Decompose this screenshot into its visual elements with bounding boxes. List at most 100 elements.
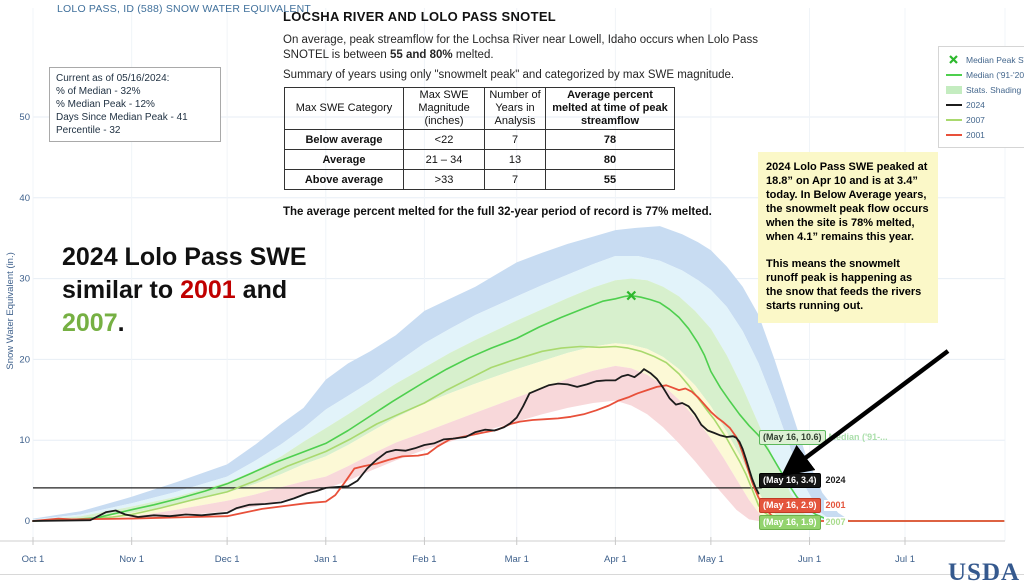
big-callout-year-2007: 2007 — [62, 309, 118, 337]
table-column-header: Number of Years in Analysis — [484, 87, 546, 130]
x-axis-tick-label: Jul 1 — [895, 554, 915, 565]
big-callout-line2-post: and — [235, 276, 288, 304]
page-title: LOLO PASS, ID (588) SNOW WATER EQUIVALEN… — [57, 3, 312, 15]
max-swe-summary-table: Max SWE Category Max SWE Magnitude (inche… — [284, 87, 675, 190]
legend-item-2001[interactable]: 2001 — [945, 127, 1024, 142]
stats-band-p90-to-p70 — [33, 256, 1004, 521]
legend-item-2024[interactable]: 2024 — [945, 97, 1024, 112]
yellow-note-paragraph-2: This means the snowmelt runoff peak is h… — [766, 258, 922, 312]
series-line-2024 — [32, 368, 760, 522]
big-callout-line3: 2007. — [62, 307, 362, 340]
table-column-header: Max SWE Magnitude (inches) — [403, 87, 485, 130]
yellow-annotation-note: 2024 Lolo Pass SWE peaked at 18.8” on Ap… — [758, 152, 938, 323]
report-heading: LOCSHA RIVER AND LOLO PASS SNOTEL — [283, 9, 557, 24]
table-cell: 80 — [545, 149, 675, 170]
report-paragraph-2: Summary of years using only "snowmelt pe… — [283, 69, 735, 81]
y-axis-title: Snow Water Equivalent (in.) — [5, 252, 16, 369]
x-axis-tick-label: Jan 1 — [314, 554, 337, 565]
report-paragraph-1-post: melted. — [452, 49, 494, 61]
line-swatch-icon — [945, 103, 962, 106]
legend-item-label: Median ('91-'20) — [966, 69, 1024, 80]
x-axis-tick-label: Nov 1 — [119, 554, 144, 565]
x-axis-tick-label: Dec 1 — [215, 554, 240, 565]
legend-item-label: 2024 — [966, 99, 985, 110]
stats-box-line: Percentile - 32 — [56, 125, 121, 136]
point-label: (May 16, 1.9) 2007 — [759, 514, 848, 530]
stats-box-line: Days Since Median Peak - 41 — [56, 112, 188, 123]
x-marker-icon — [945, 55, 962, 64]
table-cell: 13 — [484, 149, 546, 170]
y-axis-tick-label: 20 — [19, 354, 30, 365]
legend-item-stats--shading[interactable]: Stats. Shading — [945, 82, 1024, 97]
y-axis-tick-label: 40 — [19, 193, 30, 204]
current-stats-box: Current as of 05/16/2024: % of Median - 3… — [49, 67, 221, 142]
big-callout: 2024 Lolo Pass SWE similar to 2001 and 2… — [62, 241, 362, 340]
table-cell: 21 – 34 — [403, 149, 485, 170]
x-axis-tick-label: Jun 1 — [798, 554, 821, 565]
table-cell: Average — [284, 149, 404, 170]
legend-item-label: Median Peak SWE — [966, 54, 1024, 65]
shading-swatch-icon — [945, 85, 962, 94]
yellow-note-gap — [766, 244, 930, 257]
line-swatch-icon — [945, 73, 962, 76]
series-line-2007 — [32, 345, 1005, 522]
table-cell: 7 — [484, 129, 546, 150]
stats-box-line: % of Median - 32% — [56, 86, 141, 97]
series-line-median---91--20- — [32, 294, 1005, 522]
big-callout-period: . — [117, 309, 125, 337]
y-axis-tick-label: 10 — [19, 435, 30, 446]
legend-item-median-peak-swe[interactable]: Median Peak SWE — [945, 52, 1024, 67]
yellow-note-paragraph-1: 2024 Lolo Pass SWE peaked at 18.8” on Ap… — [766, 161, 929, 243]
table-cell: 7 — [484, 169, 546, 190]
report-paragraph-1-pre: On average, peak streamflow for the Loch… — [283, 34, 758, 61]
table-column-header: Average percent melted at time of peak s… — [545, 87, 675, 130]
legend-item-label: 2007 — [966, 114, 985, 125]
table-body: Below average <22 7 78 Average 21 – 34 13 80 Abo… — [284, 129, 675, 190]
point-label-series-name: 2007 — [823, 516, 848, 528]
y-axis-tick-label: 0 — [25, 516, 30, 527]
report-paragraph-1: On average, peak streamflow for the Loch… — [283, 33, 780, 63]
x-axis-tick-label: Oct 1 — [22, 554, 45, 565]
table-header-row: Max SWE Category Max SWE Magnitude (inche… — [284, 87, 675, 130]
point-label: (May 16, 3.4) 2024 — [759, 472, 848, 488]
table-cell: >33 — [403, 169, 485, 190]
report-paragraph-1-bold: 55 and 80% — [389, 49, 453, 61]
table-cell: 78 — [545, 129, 675, 150]
table-cell: 55 — [545, 169, 675, 190]
table-row: Below average <22 7 78 — [284, 129, 675, 150]
y-axis-tick-label: 50 — [19, 112, 30, 123]
point-label: (May 16, 2.9) 2001 — [759, 497, 848, 513]
legend-item-label: 2001 — [966, 129, 985, 140]
legend-item-label: Stats. Shading — [966, 84, 1022, 95]
x-axis-tick-label: Apr 1 — [604, 554, 627, 565]
big-callout-line1: 2024 Lolo Pass SWE — [62, 243, 307, 271]
table-row: Average 21 – 34 13 80 — [284, 149, 675, 170]
stats-box-line: Current as of 05/16/2024: — [56, 73, 170, 84]
table-cell: <22 — [403, 129, 485, 150]
legend-item-2007[interactable]: 2007 — [945, 112, 1024, 127]
x-axis-tick-label: Feb 1 — [412, 554, 436, 565]
big-callout-year-2001: 2001 — [180, 276, 236, 304]
point-label-series-name: Median ('91-... — [828, 432, 888, 443]
line-swatch-icon — [945, 133, 962, 136]
series-line-2001 — [32, 384, 1005, 522]
bottom-divider — [0, 574, 1024, 575]
chart-legend: Median Peak SWE Median ('91-'20) Stats. Sh… — [938, 46, 1024, 148]
stats-band-p70-to-p30 — [33, 278, 1004, 521]
stats-box-line: % Median Peak - 12% — [56, 99, 155, 110]
point-label: (May 16, 10.6) Median ('91-... — [759, 430, 888, 446]
big-callout-line2: similar to 2001 and — [62, 274, 362, 307]
report-footnote: The average percent melted for the full … — [283, 206, 712, 218]
point-label-series-name: 2001 — [823, 499, 848, 511]
table-row: Above average >33 7 55 — [284, 169, 675, 190]
table-cell: Above average — [284, 169, 404, 190]
x-axis-tick-label: May 1 — [698, 554, 724, 565]
usda-logo: USDA — [948, 559, 1021, 586]
table-column-header: Max SWE Category — [284, 87, 404, 130]
point-label-series-name: 2024 — [823, 474, 848, 486]
stats-band-max-to-p90 — [33, 226, 1004, 521]
table-cell: Below average — [284, 129, 404, 150]
x-axis-tick-label: Mar 1 — [505, 554, 529, 565]
legend-item-median---91--20-[interactable]: Median ('91-'20) — [945, 67, 1024, 82]
